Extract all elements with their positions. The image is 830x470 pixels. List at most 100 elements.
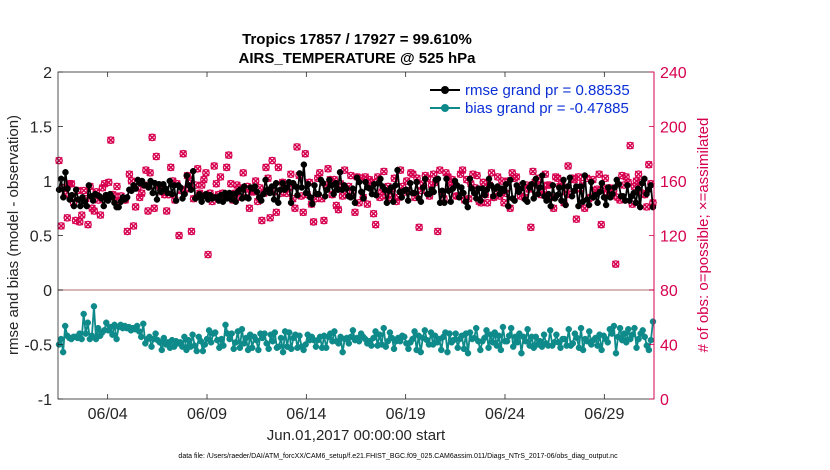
obs-assimilated-point bbox=[142, 166, 150, 174]
bias-point bbox=[269, 337, 277, 345]
rmse-point bbox=[358, 188, 365, 196]
rmse-point bbox=[615, 181, 623, 188]
bias-point bbox=[639, 327, 646, 334]
y-tick-label: 2 bbox=[43, 65, 52, 82]
bias-point bbox=[370, 334, 377, 342]
obs-possible-point bbox=[529, 167, 537, 176]
rmse-point bbox=[564, 183, 572, 190]
obs-assimilated-point bbox=[146, 169, 154, 177]
obs-assimilated-point bbox=[148, 133, 156, 142]
bias-point bbox=[405, 345, 412, 353]
rmse-point bbox=[458, 184, 465, 191]
rmse-point bbox=[77, 202, 84, 210]
bias-point bbox=[76, 330, 83, 337]
obs-assimilated-point bbox=[351, 208, 359, 217]
bias-point bbox=[148, 343, 155, 350]
bias-point bbox=[503, 337, 511, 345]
obs-possible-point bbox=[363, 200, 372, 209]
rmse-point bbox=[641, 175, 648, 183]
bias-point bbox=[265, 345, 272, 353]
rmse-point bbox=[566, 174, 574, 181]
rmse-point bbox=[298, 184, 305, 191]
bias-point bbox=[635, 335, 642, 343]
rmse-point bbox=[251, 183, 259, 190]
bias-point bbox=[444, 348, 451, 356]
obs-assimilated-point bbox=[309, 218, 318, 226]
rmse-point bbox=[324, 186, 331, 193]
rmse-point bbox=[519, 179, 527, 187]
bias-point bbox=[331, 328, 338, 335]
obs-assimilated-point bbox=[71, 216, 80, 225]
obs-possible-point bbox=[301, 149, 310, 158]
obs-possible-point bbox=[202, 168, 210, 177]
rmse-point bbox=[64, 185, 71, 192]
rmse-point bbox=[390, 198, 397, 205]
obs-assimilated-point bbox=[136, 193, 144, 202]
obs-assimilated-point bbox=[291, 204, 299, 212]
right-y-axis-ticks: 0 40 80 120 160 200 240 bbox=[649, 65, 687, 409]
obs-assimilated-point bbox=[361, 173, 370, 181]
rmse-point bbox=[490, 193, 497, 200]
obs-possible-point bbox=[152, 152, 161, 161]
bias-point bbox=[514, 339, 521, 346]
bias-point bbox=[368, 342, 375, 349]
bias-point bbox=[495, 332, 503, 340]
rmse-point bbox=[585, 201, 593, 209]
obs-assimilated-point bbox=[415, 223, 423, 232]
obs-assimilated-point bbox=[442, 169, 450, 177]
rmse-point bbox=[568, 193, 576, 200]
rmse-point bbox=[553, 191, 561, 199]
rmse-point bbox=[441, 199, 448, 207]
obs-assimilated-point bbox=[527, 223, 535, 232]
obs-possible-point bbox=[55, 156, 63, 165]
rmse-point bbox=[413, 178, 420, 186]
obs-assimilated-point bbox=[239, 169, 247, 177]
bias-point bbox=[586, 328, 593, 335]
obs-possible-point bbox=[166, 163, 175, 172]
rmse-point bbox=[258, 197, 265, 204]
bias-point bbox=[446, 330, 453, 337]
y-tick-label: 1.5 bbox=[30, 120, 52, 137]
bias-point bbox=[472, 324, 480, 332]
obs-assimilated-point bbox=[334, 205, 343, 214]
obs-possible-point bbox=[224, 151, 233, 159]
rmse-point bbox=[149, 189, 156, 197]
rmse-point bbox=[302, 189, 310, 197]
obs-assimilated-point bbox=[543, 181, 552, 189]
rmse-point bbox=[349, 185, 357, 192]
rmse-point bbox=[98, 195, 105, 202]
bias-point bbox=[608, 330, 616, 337]
rmse-point bbox=[596, 188, 603, 196]
rmse-point bbox=[592, 191, 599, 199]
bias-point bbox=[355, 337, 363, 345]
rmse-point bbox=[536, 184, 544, 191]
bias-point bbox=[113, 335, 120, 343]
bias-point bbox=[645, 346, 653, 354]
obs-possible-point bbox=[380, 167, 388, 176]
bias-point bbox=[185, 336, 192, 344]
bias-point bbox=[452, 330, 459, 337]
rmse-point bbox=[279, 179, 286, 187]
obs-assimilated-point bbox=[595, 170, 603, 178]
bias-point bbox=[390, 345, 398, 353]
obs-assimilated-point bbox=[131, 203, 140, 211]
obs-possible-point bbox=[125, 170, 134, 179]
obs-assimilated-point bbox=[611, 260, 620, 268]
rmse-point bbox=[513, 182, 520, 189]
bias-point bbox=[80, 310, 87, 318]
rmse-point bbox=[504, 202, 512, 210]
x-tick-label: 06/14 bbox=[286, 406, 326, 423]
obs-possible-point bbox=[135, 193, 144, 202]
obs-assimilated-point bbox=[483, 199, 492, 207]
x-tick-label: 06/09 bbox=[187, 406, 227, 423]
obs-assimilated-point bbox=[380, 167, 388, 176]
bias-point bbox=[536, 337, 544, 345]
rmse-point bbox=[543, 197, 550, 204]
bias-point bbox=[228, 330, 235, 337]
obs-possible-point bbox=[216, 173, 225, 181]
bias-point bbox=[522, 337, 529, 345]
rmse-point bbox=[253, 188, 261, 196]
rmse-point bbox=[68, 191, 76, 199]
rmse-point bbox=[528, 181, 535, 188]
bias-point bbox=[518, 349, 525, 357]
